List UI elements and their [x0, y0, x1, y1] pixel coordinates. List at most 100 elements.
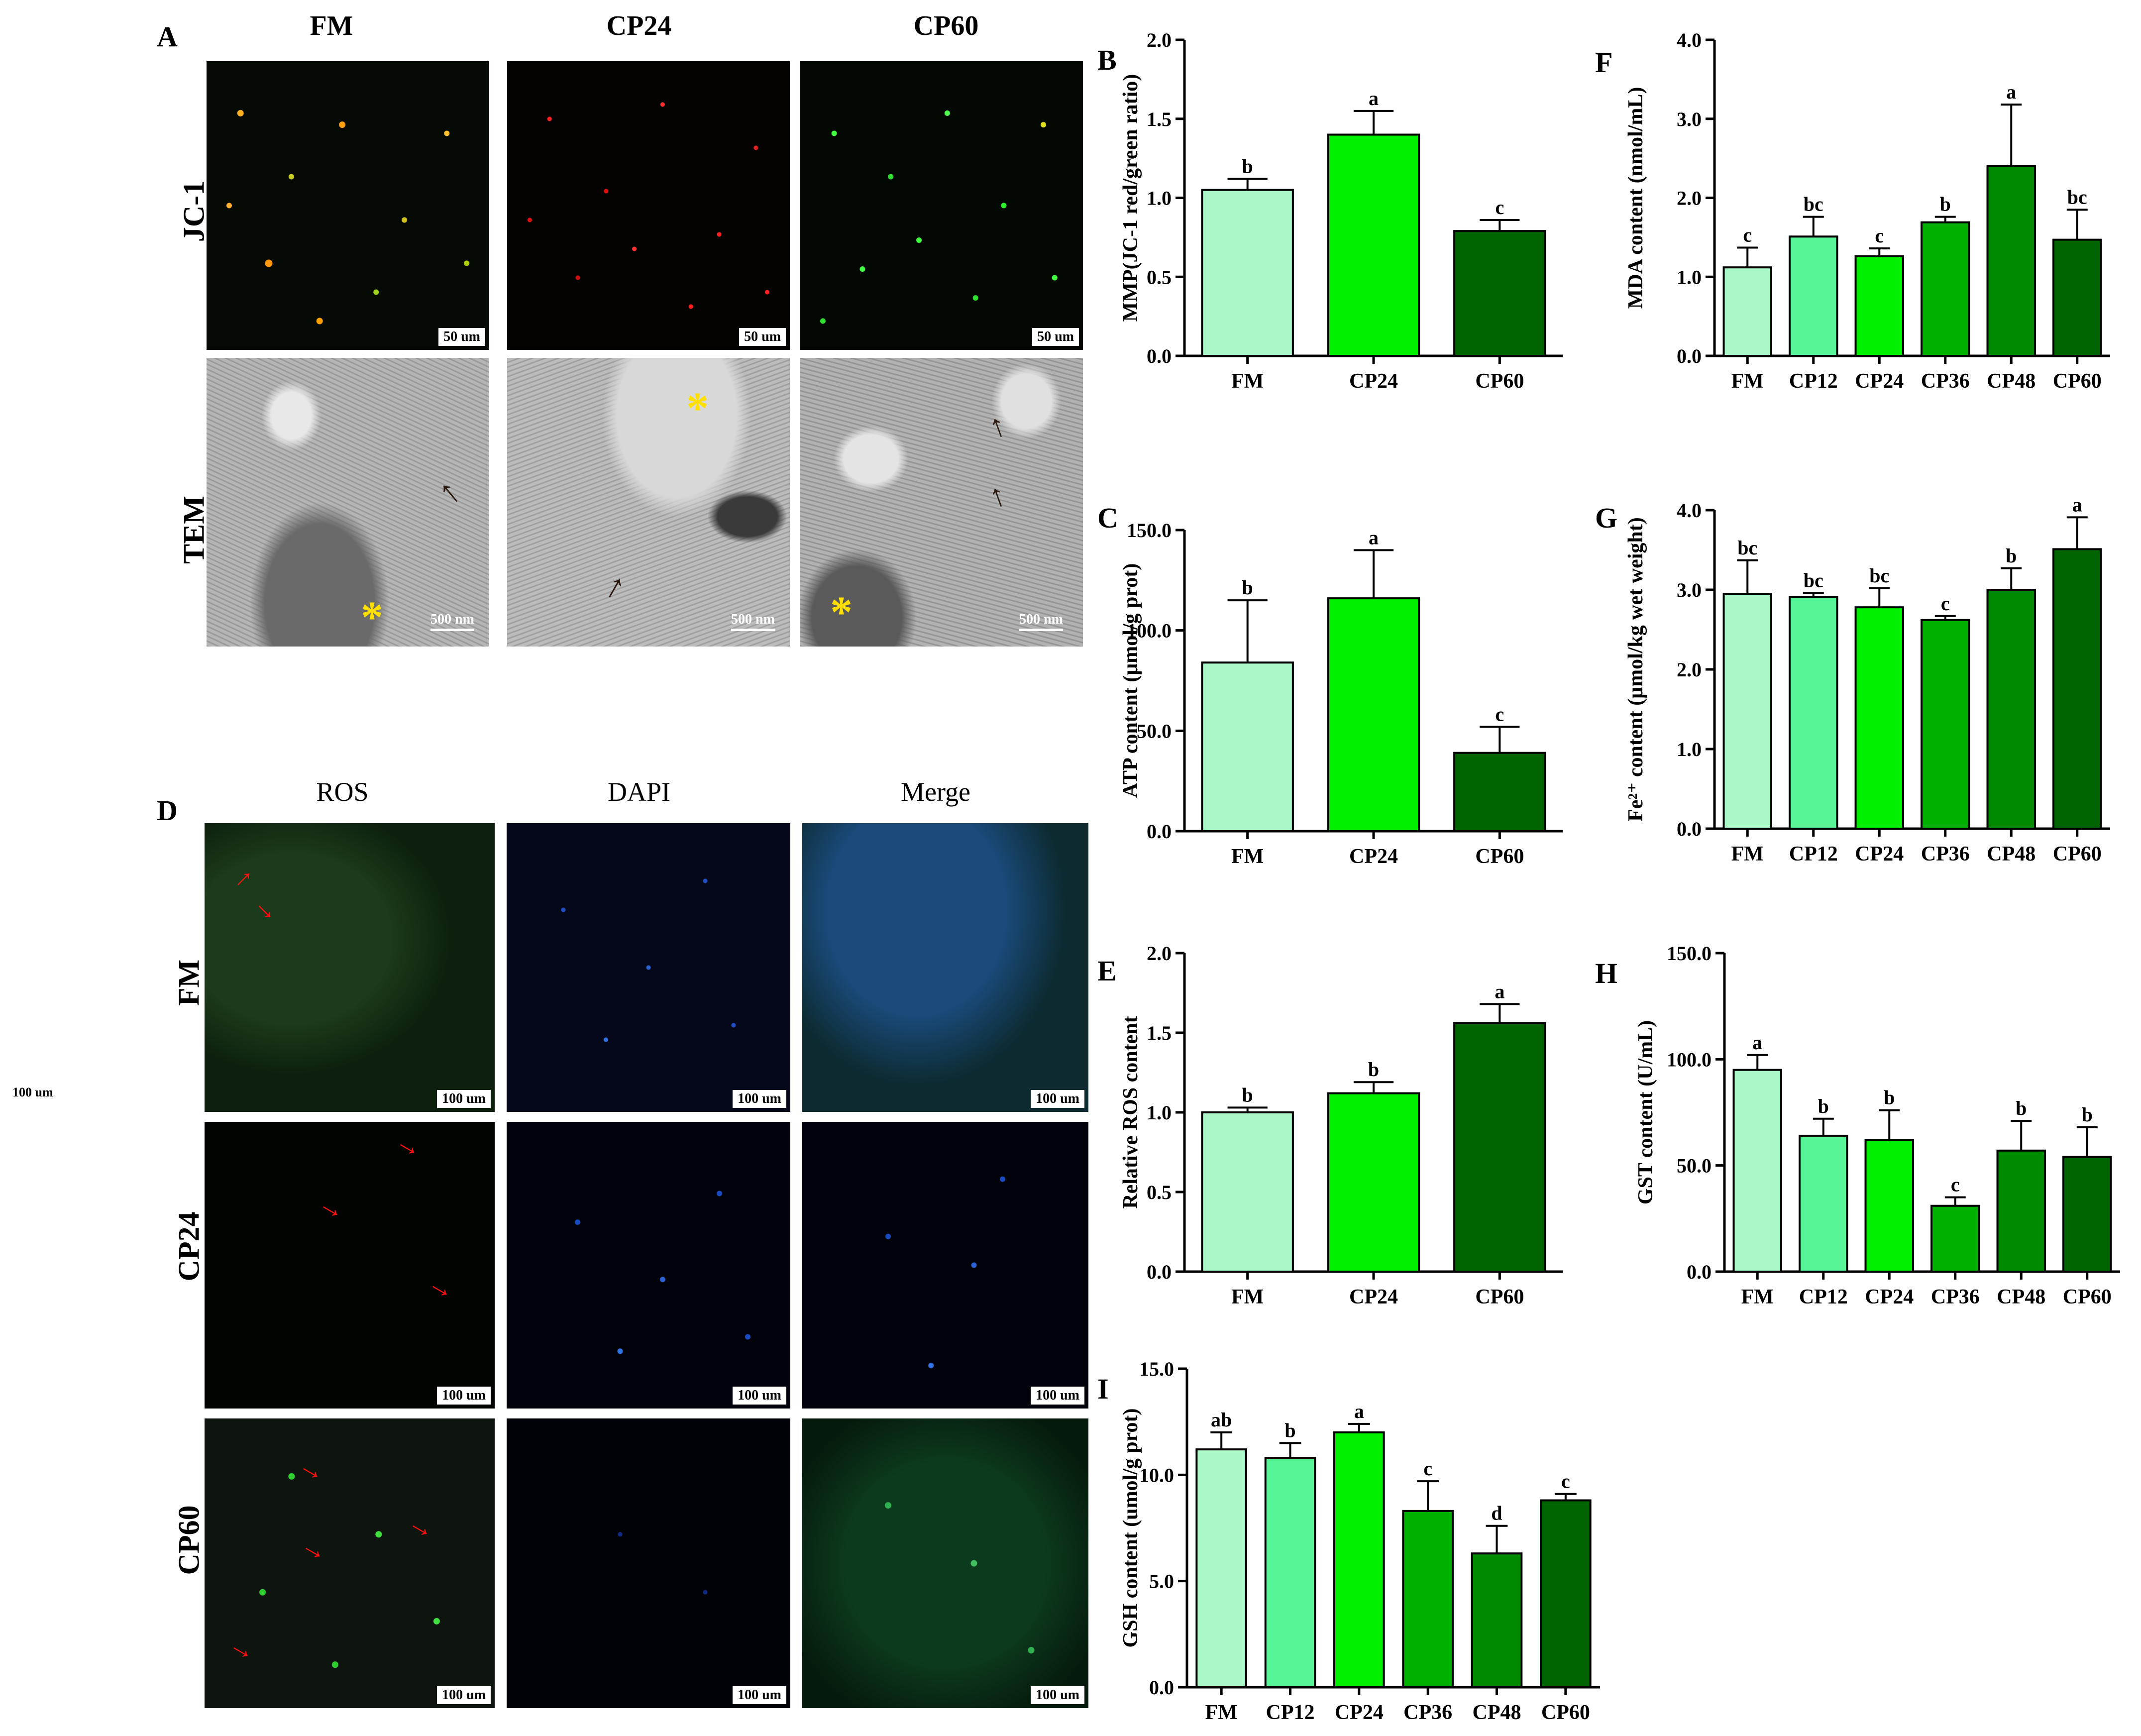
significance-label: b: [1242, 1084, 1253, 1106]
bar: [1921, 619, 1970, 830]
bar: [1799, 1134, 1848, 1273]
y-tick-label: 0.0: [1149, 1676, 1174, 1699]
merge-scale-fm: 100 um: [1031, 1090, 1084, 1108]
y-tick-label: 3.0: [1677, 579, 1702, 601]
merge-scale-cp24: 100 um: [1031, 1387, 1084, 1405]
dapi-image-cp60: 100 um: [507, 1418, 790, 1708]
bar: [1327, 1092, 1420, 1273]
panel-letter-d: D: [157, 794, 178, 827]
y-tick-label: 0.0: [1677, 345, 1702, 367]
y-axis-label: ATP content (μmol/g prot): [1119, 563, 1142, 798]
y-tick-label: 150.0: [1667, 942, 1712, 965]
x-tick-label: CP60: [2053, 370, 2102, 393]
x-tick-label: CP60: [1475, 1286, 1524, 1308]
dapi-image-cp24: 100 um: [507, 1122, 790, 1409]
y-tick-label: 0.0: [1677, 818, 1702, 840]
bar: [1264, 1457, 1316, 1688]
y-tick-label: 0.5: [1147, 266, 1172, 288]
x-tick-label: CP12: [1789, 843, 1838, 866]
y-tick-label: 4.0: [1677, 29, 1702, 51]
y-tick-label: 2.0: [1677, 187, 1702, 210]
y-tick-label: 0.0: [1687, 1261, 1712, 1283]
x-tick-label: FM: [1731, 370, 1764, 393]
y-axis-label: MMP(JC-1 red/green ratio): [1119, 74, 1142, 322]
y-tick-label: 1.0: [1677, 266, 1702, 288]
x-tick-label: CP24: [1855, 370, 1904, 393]
x-tick-label: CP48: [1987, 843, 2035, 866]
significance-label: c: [1423, 1457, 1432, 1480]
y-axis-label: GST content (U/mL): [1634, 1020, 1657, 1204]
x-tick-label: CP60: [2053, 843, 2102, 866]
bar: [2052, 238, 2102, 357]
stray-scale-label: 100 um: [12, 1085, 53, 1099]
y-tick-label: 1.5: [1147, 108, 1172, 130]
y-tick-label: 3.0: [1677, 108, 1702, 130]
panel-a-col-fm: FM: [310, 10, 353, 41]
chart-h: H 0.0 50.0 100.0 150.0 GST content (U/mL) a FM b…: [1595, 942, 2120, 1308]
nucleus-asterisk-icon: *: [361, 593, 383, 642]
y-tick-label: 5.0: [1149, 1570, 1174, 1593]
x-tick-label: CP60: [2063, 1286, 2112, 1308]
ros-image-cp24: → → → 100 um: [205, 1122, 495, 1409]
y-tick-label: 1.0: [1147, 187, 1172, 210]
y-tick-label: 50.0: [1137, 720, 1172, 742]
dapi-scale-fm: 100 um: [733, 1090, 786, 1108]
y-tick-label: 0.0: [1147, 345, 1172, 367]
chart-b: B 0.0 0.5 1.0 1.5 2.0 MMP(JC-1 red/green ratio…: [1097, 29, 1563, 393]
y-tick-label: 2.0: [1147, 942, 1172, 965]
panel-d-col-dapi: DAPI: [607, 777, 670, 807]
x-tick-label: CP24: [1349, 370, 1398, 393]
chart-c: C 0.0 50.0 100.0 150.0 ATP content (μmol/g pr…: [1097, 502, 1563, 868]
significance-label: b: [1940, 193, 1951, 216]
y-tick-label: 4.0: [1677, 499, 1702, 522]
bar: [1921, 221, 1970, 357]
x-tick-label: CP36: [1921, 370, 1970, 393]
jc1-image-cp60: 50 um: [800, 61, 1083, 350]
jc1-image-fm: 50 um: [207, 61, 489, 350]
chart-letter: F: [1595, 46, 1612, 79]
tem-image-cp60: ↑ ↑ * 500 nm: [800, 358, 1083, 647]
dapi-scale-cp60: 100 um: [733, 1686, 786, 1704]
merge-image-cp24: 100 um: [802, 1122, 1088, 1409]
ros-scale-cp24: 100 um: [437, 1387, 491, 1405]
x-tick-label: FM: [1205, 1701, 1238, 1724]
y-tick-label: 1.5: [1147, 1022, 1172, 1044]
y-tick-label: 100.0: [1667, 1048, 1712, 1071]
x-tick-label: CP60: [1541, 1701, 1590, 1724]
significance-label: bc: [2067, 186, 2087, 208]
x-tick-label: CP48: [1473, 1701, 1521, 1724]
bar: [1854, 255, 1904, 357]
y-axis-label: Fe²⁺ content (μmol/kg wet weight): [1624, 517, 1647, 821]
x-tick-label: CP12: [1789, 370, 1838, 393]
dapi-scale-cp24: 100 um: [733, 1387, 786, 1405]
significance-label: a: [1369, 526, 1379, 548]
significance-label: d: [1491, 1502, 1502, 1524]
x-tick-label: CP24: [1855, 843, 1904, 866]
jc1-scale-fm: 50 um: [438, 328, 485, 346]
tem-image-fm: ↑ * 500 nm: [207, 358, 489, 647]
significance-label: a: [2072, 493, 2082, 516]
y-tick-label: 50.0: [1677, 1155, 1712, 1177]
y-tick-label: 2.0: [1147, 29, 1172, 51]
tem-image-cp24: * ↑ 500 nm: [507, 358, 790, 647]
merge-image-cp60: 100 um: [802, 1418, 1088, 1708]
significance-label: b: [2016, 1097, 2027, 1119]
bar: [1722, 266, 1772, 357]
significance-label: b: [2082, 1103, 2093, 1126]
significance-label: ab: [1211, 1409, 1232, 1431]
chart-e: E 0.0 0.5 1.0 1.5 2.0 Relative ROS content b FM b…: [1097, 942, 1563, 1308]
y-tick-label: 10.0: [1139, 1464, 1174, 1486]
significance-label: bc: [1737, 537, 1757, 559]
y-axis-label: Relative ROS content: [1119, 1016, 1142, 1208]
tem-scale-cp60: 500 nm: [1019, 612, 1063, 631]
significance-label: c: [1743, 224, 1752, 246]
x-tick-label: CP48: [1997, 1286, 2045, 1308]
x-tick-label: CP24: [1349, 845, 1398, 868]
bar: [1732, 1069, 1782, 1273]
y-axis-label: MDA content (nmol/mL): [1624, 87, 1647, 309]
bar: [1789, 596, 1838, 830]
significance-label: b: [1368, 1058, 1379, 1081]
jc1-scale-cp24: 50 um: [739, 328, 786, 346]
bar: [1453, 752, 1546, 832]
bar: [1453, 230, 1546, 357]
